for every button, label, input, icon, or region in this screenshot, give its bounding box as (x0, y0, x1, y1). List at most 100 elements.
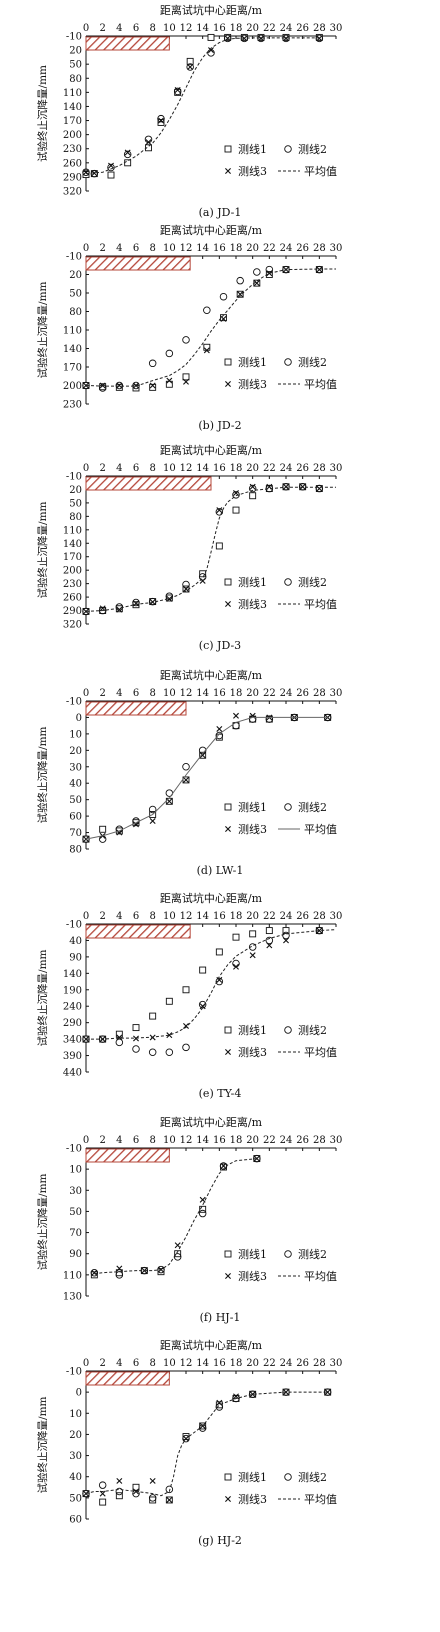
chart-panel-7: 距离试坑中心距离/m0 2 4 6 8 10 12 14 16 18 20 22 24 26 28 30-10… (36, 1338, 343, 1547)
data-point-line2 (219, 292, 228, 301)
data-point-line3 (83, 608, 89, 615)
data-point-line3 (174, 1242, 181, 1249)
data-point-line2 (82, 835, 90, 843)
y-tick-label: 50 (69, 289, 82, 300)
series-line-average (85, 268, 336, 387)
y-tick-label: -10 (66, 1367, 82, 1378)
data-point-line2 (236, 276, 244, 285)
x-tick-label: 16 (213, 23, 226, 34)
x-tick-label: 28 (313, 1358, 326, 1369)
data-point-line2 (173, 87, 182, 96)
data-point-line3 (145, 139, 152, 146)
data-point-line1 (199, 966, 207, 974)
legend-label-line2: 测线2 (298, 1470, 327, 1484)
data-point-line1 (132, 1024, 140, 1032)
legend-marker-line2 (284, 358, 292, 366)
x-tick-label: 26 (296, 688, 309, 699)
legend-marker-line3 (225, 826, 231, 832)
data-point-line2 (203, 306, 211, 315)
legend-label-line1: 测线1 (238, 1247, 267, 1261)
x-tick-label: 30 (330, 1135, 343, 1146)
legend: 测线1 测线2 测线3 平均值 (224, 800, 337, 836)
y-tick-label: -10 (66, 32, 82, 43)
data-point-line3 (199, 752, 206, 759)
data-point-line1 (99, 1498, 107, 1506)
y-tick-label: 200 (63, 381, 82, 392)
x-tick-label: 6 (133, 1358, 139, 1369)
data-point-line3 (174, 87, 181, 94)
y-tick-label: 10 (69, 1409, 82, 1420)
legend-label-average: 平均值 (304, 1046, 337, 1059)
y-tick-label: 10 (69, 729, 82, 740)
x-tick-label: 30 (330, 243, 343, 254)
x-tick-label: 6 (133, 1135, 139, 1146)
legend-label-average: 平均值 (304, 378, 337, 391)
x-tick-label: 6 (133, 243, 139, 254)
data-point-line3 (99, 382, 106, 389)
data-point-line2 (253, 268, 261, 276)
x-tick-label: 12 (180, 243, 193, 254)
y-tick-label: 20 (69, 1430, 82, 1441)
y-tick-label: 440 (63, 1068, 82, 1079)
x-tick-label: 14 (196, 1135, 209, 1146)
panel-caption: (g) HJ-2 (198, 1534, 242, 1547)
legend-label-line1: 测线1 (238, 355, 267, 369)
y-tick-label: 30 (69, 1451, 82, 1462)
data-point-line3 (116, 829, 123, 836)
legend: 测线1 测线2 测线3 平均值 (224, 1023, 337, 1059)
y-tick-label: -10 (66, 697, 82, 708)
chart-panel-3: 距离试坑中心距离/m0 2 4 6 8 10 12 14 16 18 20 22 24 26 28 30-10… (36, 443, 342, 652)
data-point-line1 (115, 1030, 123, 1038)
data-point-line1 (149, 1012, 157, 1020)
x-tick-label: 12 (180, 688, 193, 699)
data-point-line1 (215, 948, 223, 956)
chart-panel-6: 距离试坑中心距离/m0 2 4 6 8 10 12 14 16 18 20 22 24 26 28 30-10… (36, 1115, 343, 1324)
data-point-line2 (165, 349, 174, 358)
x-tick-label: 18 (230, 1358, 243, 1369)
x-tick-label: 24 (280, 1358, 293, 1369)
x-tick-label: 2 (99, 243, 105, 254)
x-tick-label: 24 (280, 23, 293, 34)
y-tick-label: -10 (66, 1144, 82, 1155)
y-tick-label: 290 (63, 172, 82, 183)
x-tick-label: 28 (313, 243, 326, 254)
legend-marker-line3 (225, 1496, 231, 1502)
y-tick-label: 80 (69, 512, 82, 523)
data-point-line2 (215, 977, 224, 986)
panel-caption: (e) TY-4 (199, 1087, 242, 1100)
data-point-line3 (183, 586, 189, 593)
x-tick-label: 30 (330, 1358, 343, 1369)
legend-label-average: 平均值 (304, 823, 337, 836)
chart-title: 距离试坑中心距离/m (160, 3, 263, 17)
legend-marker-line2 (284, 1250, 292, 1258)
x-tick-label: 22 (263, 463, 276, 474)
y-tick-label: 70 (69, 828, 82, 839)
y-axis-label: 试验终止沉降量/mm (36, 949, 49, 1046)
data-point-line2 (248, 943, 257, 951)
y-tick-label: 20 (69, 746, 82, 757)
legend-label-line2: 测线2 (298, 800, 327, 814)
legend-label-line2: 测线2 (298, 1023, 327, 1037)
legend-label-line2: 测线2 (298, 575, 327, 589)
y-axis-label: 试验终止沉降量/mm (36, 1173, 49, 1270)
x-tick-label: 4 (116, 463, 122, 474)
data-point-line3 (253, 280, 260, 287)
data-point-line3 (199, 577, 206, 584)
data-point-line3 (99, 605, 106, 612)
data-point-line3 (187, 64, 194, 70)
data-point-line3 (203, 347, 210, 354)
data-point-line3 (233, 1393, 239, 1400)
x-tick-label: 8 (149, 1358, 155, 1369)
x-tick-label: 28 (313, 23, 326, 34)
chart-title: 距离试坑中心距离/m (160, 1115, 263, 1129)
data-point-line3 (249, 1391, 256, 1398)
data-point-line3 (324, 1389, 331, 1396)
x-tick-label: 18 (230, 911, 243, 922)
x-tick-label: 26 (296, 1135, 309, 1146)
data-point-line1 (115, 1492, 123, 1500)
x-tick-label: 14 (196, 1358, 209, 1369)
legend-marker-line2 (284, 578, 292, 586)
y-tick-label: 50 (69, 498, 82, 509)
data-point-line1 (165, 997, 173, 1005)
data-point-line1 (199, 1205, 207, 1213)
